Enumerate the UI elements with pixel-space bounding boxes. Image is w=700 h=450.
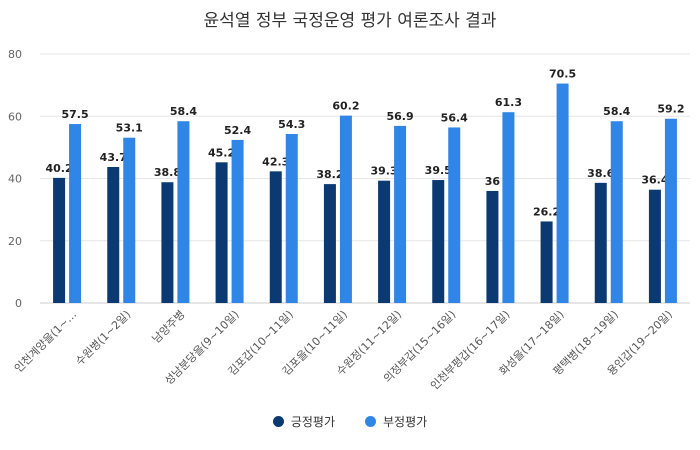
data-label-positive-11: 36.4 [641,174,668,187]
bar-negative-9 [556,83,569,303]
bar-negative-3 [231,139,244,303]
bar-negative-0 [69,124,82,303]
data-label-negative-10: 58.4 [603,105,630,118]
y-tick-label-40: 40 [8,173,22,186]
bar-positive-7 [432,180,445,303]
bar-positive-1 [107,166,120,303]
legend-item-positive[interactable]: 긍정평가 [272,413,335,430]
bar-positive-8 [486,190,499,303]
data-label-positive-4: 42.3 [262,155,289,168]
x-tick-label-1: 수원병(1~2일) [72,307,133,368]
bar-negative-8 [502,112,515,303]
y-tick-label-60: 60 [8,110,22,123]
data-label-positive-7: 39.5 [425,164,452,177]
bar-negative-5 [339,115,352,303]
bar-positive-4 [269,171,282,303]
data-label-positive-8: 36 [485,175,501,188]
data-label-negative-11: 59.2 [657,103,684,116]
data-label-negative-5: 60.2 [332,100,359,113]
bar-negative-1 [123,137,136,303]
x-tick-label-2: 남양주병 [150,308,188,346]
data-label-positive-9: 26.2 [533,205,560,218]
data-label-positive-0: 40.2 [46,162,73,175]
data-label-negative-3: 52.4 [224,124,251,137]
bar-positive-11 [648,189,661,303]
data-label-negative-0: 57.5 [62,108,89,121]
bar-positive-3 [215,162,228,303]
chart-title: 윤석열 정부 국정운영 평가 여론조사 결과 [203,11,497,31]
x-tick-label-0: 인천계양을(1~… [11,307,79,375]
legend-label-positive: 긍정평가 [290,415,335,429]
bar-positive-9 [540,221,553,303]
data-label-positive-6: 39.3 [371,165,398,178]
chart-legend: 긍정평가 부정평가 [0,413,700,430]
data-label-positive-3: 45.2 [208,146,235,159]
data-label-negative-9: 70.5 [549,68,576,81]
bar-positive-5 [323,184,336,303]
bar-negative-4 [285,133,298,303]
bar-negative-2 [177,121,190,303]
bar-negative-6 [394,125,407,304]
data-label-negative-7: 56.4 [441,111,468,124]
data-label-positive-5: 38.2 [316,168,343,181]
legend-label-negative: 부정평가 [383,415,428,429]
data-label-negative-6: 56.9 [387,110,414,123]
legend-marker-positive [272,416,284,427]
y-tick-label-80: 80 [8,48,22,61]
legend-item-negative[interactable]: 부정평가 [365,413,427,430]
data-label-negative-8: 61.3 [495,96,522,109]
data-label-positive-1: 43.7 [100,151,127,164]
data-label-positive-2: 38.8 [154,166,181,179]
bar-positive-2 [161,182,174,303]
bar-negative-7 [448,127,461,303]
y-tick-label-20: 20 [8,235,22,248]
bar-positive-0 [53,177,66,303]
data-label-negative-1: 53.1 [116,122,143,135]
data-label-negative-4: 54.3 [278,118,305,131]
bar-positive-6 [378,180,391,303]
data-label-negative-2: 58.4 [170,105,197,118]
bar-negative-11 [664,118,677,304]
bar-positive-10 [594,182,607,303]
y-tick-label-0: 0 [15,297,22,310]
bar-negative-10 [610,121,623,303]
data-label-positive-10: 38.6 [587,167,614,180]
legend-marker-negative [365,416,376,427]
